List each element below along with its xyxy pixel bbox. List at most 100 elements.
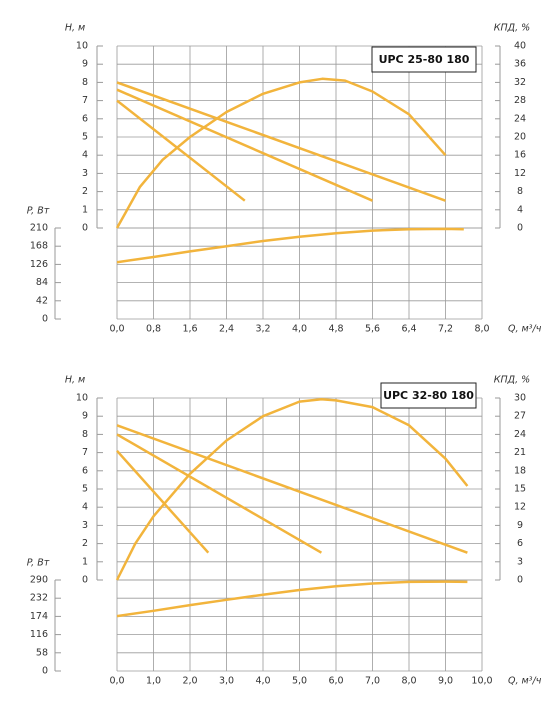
y-tick-label: 5 — [82, 132, 88, 143]
y-tick-label: 7 — [82, 95, 88, 106]
y2-tick-label: 30 — [514, 393, 526, 404]
curve — [116, 449, 210, 554]
curve — [116, 81, 446, 202]
title-box — [380, 382, 477, 409]
y-tick-label: 1 — [82, 204, 88, 215]
y2-axis-title: КПД, % — [494, 23, 530, 34]
x-tick-label: 5,0 — [292, 676, 307, 687]
y3-tick-label: 126 — [30, 259, 48, 270]
y2-tick-label: 21 — [514, 447, 526, 458]
x-tick-label: 2,0 — [182, 676, 197, 687]
x-tick-label: 1,6 — [182, 324, 197, 335]
y3-tick-label: 0 — [42, 666, 48, 677]
y-axis-title: H, м — [65, 375, 85, 386]
y3-tick-label: 116 — [30, 629, 48, 640]
x-tick-label: 7,0 — [365, 676, 380, 687]
y2-tick-label: 20 — [514, 132, 526, 143]
y3-tick-label: 210 — [30, 223, 48, 234]
chart-title: UPC 32-80 180 — [383, 389, 474, 402]
y3-axis-title: P, Вт — [27, 206, 50, 217]
y3-tick-label: 42 — [36, 295, 48, 306]
y-tick-label: 2 — [82, 186, 88, 197]
y-tick-label: 2 — [82, 538, 88, 549]
x-tick-label: 10,0 — [471, 676, 492, 687]
x-tick-label: 3,0 — [219, 676, 234, 687]
y-tick-label: 4 — [82, 150, 88, 161]
y3-tick-label: 232 — [30, 593, 48, 604]
y-axis-title: H, м — [65, 23, 85, 34]
y-tick-label: 4 — [82, 502, 88, 513]
y2-tick-label: 9 — [517, 520, 523, 531]
x-tick-label: 4,8 — [328, 324, 343, 335]
y2-tick-label: 24 — [514, 429, 526, 440]
y-tick-label: 1 — [82, 556, 88, 567]
y-tick-label: 7 — [82, 447, 88, 458]
x-tick-label: 7,2 — [438, 324, 453, 335]
x-tick-label: 9,0 — [438, 676, 453, 687]
curve — [115, 397, 469, 581]
curve — [116, 227, 464, 264]
x-tick-label: 0,0 — [109, 324, 124, 335]
y2-tick-label: 36 — [514, 59, 526, 70]
y2-tick-label: 3 — [517, 556, 523, 567]
x-axis-title: Q, м³/ч — [508, 324, 542, 335]
y2-tick-label: 27 — [514, 411, 526, 422]
x-tick-label: 6,0 — [328, 676, 343, 687]
y2-tick-label: 15 — [514, 484, 526, 495]
y2-tick-label: 40 — [514, 41, 526, 52]
y2-tick-label: 24 — [514, 113, 526, 124]
y3-axis-title: P, Вт — [27, 558, 50, 569]
y3-tick-label: 0 — [42, 314, 48, 325]
x-tick-label: 3,2 — [255, 324, 270, 335]
chart-title: UPC 25-80 180 — [379, 53, 470, 66]
y-tick-label: 6 — [82, 113, 88, 124]
curve — [116, 433, 323, 554]
y-tick-label: 8 — [82, 429, 88, 440]
x-tick-label: 4,0 — [255, 676, 270, 687]
y-tick-label: 9 — [82, 411, 88, 422]
y3-tick-label: 58 — [36, 647, 48, 658]
y2-tick-label: 0 — [517, 575, 523, 586]
curve — [116, 580, 468, 618]
y3-tick-label: 168 — [30, 241, 48, 252]
y-tick-label: 10 — [76, 393, 88, 404]
y-tick-label: 10 — [76, 41, 88, 52]
x-tick-label: 2,4 — [219, 324, 234, 335]
y2-tick-label: 18 — [514, 465, 526, 476]
curve — [116, 99, 246, 202]
x-tick-label: 8,0 — [474, 324, 489, 335]
y2-tick-label: 16 — [514, 150, 526, 161]
y2-tick-label: 12 — [514, 168, 526, 179]
y2-tick-label: 32 — [514, 77, 526, 88]
y2-axis-title: КПД, % — [494, 375, 530, 386]
y2-tick-label: 28 — [514, 95, 526, 106]
x-tick-label: 6,4 — [401, 324, 416, 335]
x-tick-label: 0,8 — [146, 324, 161, 335]
curve — [115, 77, 447, 229]
x-tick-label: 0,0 — [109, 676, 124, 687]
y2-tick-label: 12 — [514, 502, 526, 513]
y-tick-label: 3 — [82, 520, 88, 531]
y-tick-label: 8 — [82, 77, 88, 88]
x-tick-label: 1,0 — [146, 676, 161, 687]
y-tick-label: 0 — [82, 223, 88, 234]
y3-tick-label: 84 — [36, 277, 48, 288]
y2-tick-label: 4 — [517, 204, 523, 215]
y-tick-label: 5 — [82, 484, 88, 495]
curve — [116, 424, 468, 554]
curve — [116, 88, 373, 202]
x-tick-label: 4,0 — [292, 324, 307, 335]
y2-tick-label: 8 — [517, 186, 523, 197]
y-tick-label: 6 — [82, 465, 88, 476]
x-tick-label: 8,0 — [401, 676, 416, 687]
y3-tick-label: 174 — [30, 611, 48, 622]
x-axis-title: Q, м³/ч — [508, 676, 542, 687]
x-tick-label: 5,6 — [365, 324, 380, 335]
title-box — [371, 46, 477, 73]
y3-tick-label: 290 — [30, 575, 48, 586]
y-tick-label: 0 — [82, 575, 88, 586]
y2-tick-label: 6 — [517, 538, 523, 549]
y2-tick-label: 0 — [517, 223, 523, 234]
y-tick-label: 9 — [82, 59, 88, 70]
